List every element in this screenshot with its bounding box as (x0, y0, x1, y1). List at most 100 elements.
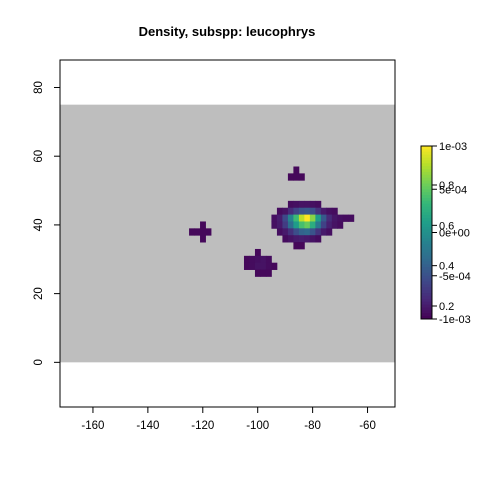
colorbar-segment (421, 192, 432, 195)
colorbar-segment (421, 149, 432, 152)
colorbar-segment (421, 293, 432, 296)
density-cell (249, 263, 255, 270)
density-cell (255, 249, 261, 256)
colorbar-segment (421, 305, 432, 308)
density-cell (200, 221, 206, 228)
density-cell (260, 270, 266, 277)
density-cell (249, 256, 255, 263)
colorbar-segment (421, 212, 432, 215)
density-cell (255, 270, 261, 277)
density-cell (332, 208, 338, 215)
density-cell (337, 215, 343, 222)
colorbar-label: 1e-03 (439, 141, 467, 153)
density-cell (266, 256, 272, 263)
density-cell (293, 221, 299, 228)
colorbar-segment (421, 307, 432, 310)
density-cell (310, 201, 316, 208)
density-cell (315, 201, 321, 208)
y-tick-label: 40 (33, 219, 45, 232)
colorbar-segment (421, 264, 432, 267)
colorbar-label: 0.6 (439, 220, 454, 232)
density-cell (293, 242, 299, 249)
density-cell (288, 208, 294, 215)
density-cell (299, 221, 305, 228)
density-cell (343, 215, 349, 222)
colorbar-segment (421, 204, 432, 207)
colorbar-segment (421, 227, 432, 230)
colorbar-segment (421, 313, 432, 316)
colorbar-segment (421, 296, 432, 299)
colorbar-segment (421, 238, 432, 241)
density-cell (282, 228, 288, 235)
x-tick-label: -80 (304, 420, 321, 432)
density-cell (299, 228, 305, 235)
x-tick-label: -60 (359, 420, 376, 432)
colorbar-segment (421, 201, 432, 204)
density-cell (271, 215, 277, 222)
density-cell (288, 235, 294, 242)
density-cell (326, 228, 332, 235)
density-cell (293, 235, 299, 242)
colorbar-segment (421, 276, 432, 279)
colorbar-segment (421, 155, 432, 158)
density-cell (293, 167, 299, 174)
density-cell (315, 235, 321, 242)
colorbar-segment (421, 152, 432, 155)
colorbar-segment (421, 221, 432, 224)
density-cell (244, 256, 250, 263)
density-cell (244, 263, 250, 270)
density-cell (200, 235, 206, 242)
colorbar-segment (421, 183, 432, 186)
x-tick-label: -140 (136, 420, 159, 432)
density-cell (315, 215, 321, 222)
colorbar-segment (421, 169, 432, 172)
y-axis: 0 20 40 60 80 (33, 81, 60, 365)
colorbar-segment (421, 302, 432, 305)
density-cell (310, 221, 316, 228)
density-cell (299, 201, 305, 208)
density-cell (310, 208, 316, 215)
colorbar-segment (421, 230, 432, 233)
y-tick-label: 0 (33, 359, 45, 365)
density-cell (337, 221, 343, 228)
colorbar-segment (421, 146, 432, 149)
density-cell (282, 208, 288, 215)
colorbar-label: 0.4 (439, 261, 454, 273)
density-cell (310, 215, 316, 222)
density-cell (271, 263, 277, 270)
colorbar-segment (421, 233, 432, 236)
colorbar-label: 0.8 (439, 180, 454, 192)
density-cell (321, 228, 327, 235)
density-cell (299, 208, 305, 215)
colorbar-segment (421, 209, 432, 212)
density-cell (282, 221, 288, 228)
colorbar-segment (421, 178, 432, 181)
density-cell (326, 208, 332, 215)
colorbar-segment (421, 258, 432, 261)
density-cell (326, 221, 332, 228)
colorbar-segment (421, 287, 432, 290)
y-tick-label: 20 (33, 287, 45, 300)
density-cell (299, 173, 305, 180)
x-axis: -160 -140 -120 -100 -80 -60 (81, 407, 375, 432)
density-cell (293, 215, 299, 222)
density-cell (282, 235, 288, 242)
density-cell (200, 228, 206, 235)
background-region (60, 105, 395, 363)
colorbar-segment (421, 181, 432, 184)
colorbar-segment (421, 215, 432, 218)
density-cell (321, 215, 327, 222)
density-cell (189, 228, 195, 235)
colorbar-segment (421, 284, 432, 287)
colorbar-segment (421, 160, 432, 163)
density-cell (260, 256, 266, 263)
x-tick-label: -120 (191, 420, 214, 432)
density-cell (277, 208, 283, 215)
density-cell (315, 221, 321, 228)
density-cell (293, 173, 299, 180)
density-cell (277, 228, 283, 235)
density-cell (315, 208, 321, 215)
colorbar-segment (421, 235, 432, 238)
colorbar-segment (421, 273, 432, 276)
